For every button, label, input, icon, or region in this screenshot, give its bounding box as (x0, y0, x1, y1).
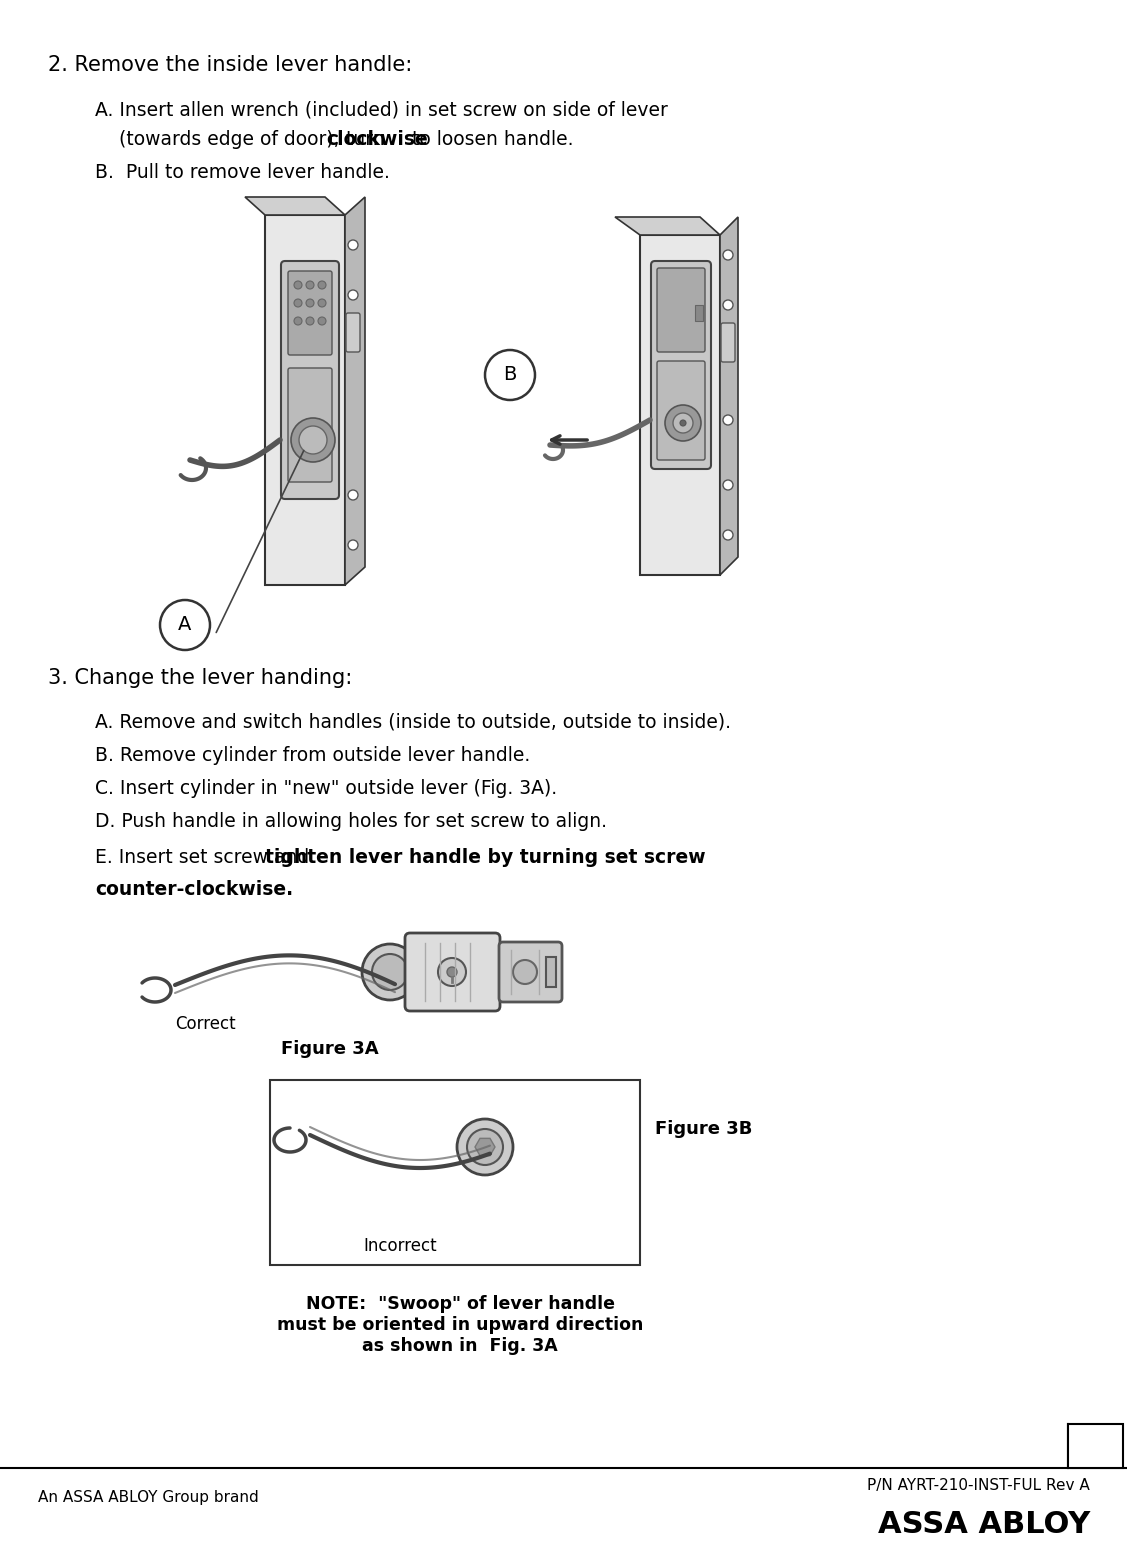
Polygon shape (720, 217, 738, 575)
Polygon shape (245, 197, 345, 215)
Text: 3. Change the lever handing:: 3. Change the lever handing: (48, 668, 353, 688)
Circle shape (318, 281, 326, 288)
Circle shape (724, 250, 733, 260)
Circle shape (724, 415, 733, 425)
Circle shape (294, 281, 302, 288)
FancyBboxPatch shape (289, 367, 332, 482)
Polygon shape (345, 197, 365, 584)
Text: tighten lever handle by turning set screw: tighten lever handle by turning set scre… (265, 848, 706, 866)
Text: Figure 3B: Figure 3B (655, 1121, 753, 1138)
FancyBboxPatch shape (405, 933, 500, 1011)
Circle shape (724, 530, 733, 539)
Circle shape (372, 953, 408, 990)
Text: C. Insert cylinder in "new" outside lever (Fig. 3A).: C. Insert cylinder in "new" outside leve… (95, 780, 557, 798)
Circle shape (348, 490, 358, 501)
Circle shape (294, 318, 302, 326)
Text: An ASSA ABLOY Group brand: An ASSA ABLOY Group brand (38, 1490, 259, 1505)
Text: D. Push handle in allowing holes for set screw to align.: D. Push handle in allowing holes for set… (95, 812, 607, 831)
Text: B. Remove cylinder from outside lever handle.: B. Remove cylinder from outside lever ha… (95, 746, 530, 766)
FancyBboxPatch shape (651, 260, 711, 470)
FancyBboxPatch shape (721, 322, 735, 363)
Text: NOTE:  "Swoop" of lever handle
must be oriented in upward direction
as shown in : NOTE: "Swoop" of lever handle must be or… (277, 1294, 644, 1355)
Text: B.  Pull to remove lever handle.: B. Pull to remove lever handle. (95, 163, 390, 181)
Text: Figure 3A: Figure 3A (282, 1040, 379, 1059)
Circle shape (447, 967, 458, 976)
FancyBboxPatch shape (289, 271, 332, 355)
Circle shape (458, 1119, 513, 1175)
Text: A. Insert allen wrench (included) in set screw on side of lever: A. Insert allen wrench (included) in set… (95, 101, 668, 119)
Circle shape (307, 281, 314, 288)
Text: A: A (178, 615, 192, 634)
Circle shape (348, 290, 358, 301)
Circle shape (318, 318, 326, 326)
Circle shape (665, 405, 701, 442)
Text: P/N AYRT-210-INST-FUL Rev A: P/N AYRT-210-INST-FUL Rev A (868, 1479, 1090, 1493)
Text: 2. Remove the inside lever handle:: 2. Remove the inside lever handle: (48, 54, 412, 74)
Circle shape (724, 480, 733, 490)
FancyBboxPatch shape (281, 260, 339, 499)
Circle shape (438, 958, 465, 986)
Text: Incorrect: Incorrect (363, 1237, 437, 1256)
Circle shape (348, 240, 358, 250)
Circle shape (513, 959, 536, 984)
Polygon shape (640, 236, 720, 575)
Circle shape (724, 301, 733, 310)
FancyBboxPatch shape (346, 313, 360, 352)
Circle shape (680, 420, 686, 426)
Text: to loosen handle.: to loosen handle. (406, 130, 574, 149)
FancyBboxPatch shape (1068, 1424, 1122, 1468)
Circle shape (291, 418, 335, 462)
Bar (695, 305, 703, 321)
Circle shape (348, 539, 358, 550)
Text: A. Remove and switch handles (inside to outside, outside to inside).: A. Remove and switch handles (inside to … (95, 713, 731, 732)
Circle shape (299, 426, 327, 454)
Circle shape (307, 299, 314, 307)
Circle shape (307, 318, 314, 326)
Circle shape (362, 944, 418, 1000)
FancyBboxPatch shape (657, 268, 706, 352)
Polygon shape (615, 217, 720, 236)
Text: (towards edge of door); turn: (towards edge of door); turn (95, 130, 391, 149)
Text: counter-clockwise.: counter-clockwise. (95, 880, 293, 899)
FancyBboxPatch shape (270, 1080, 640, 1265)
Circle shape (673, 412, 693, 432)
FancyBboxPatch shape (499, 942, 562, 1001)
Circle shape (294, 299, 302, 307)
Polygon shape (265, 215, 345, 584)
Circle shape (160, 600, 210, 649)
FancyBboxPatch shape (657, 361, 706, 460)
Text: 22: 22 (1081, 1435, 1109, 1455)
Bar (545, 956, 556, 987)
Text: ASSA ABLOY: ASSA ABLOY (878, 1510, 1090, 1539)
Text: Correct: Correct (175, 1015, 236, 1032)
Circle shape (485, 350, 535, 400)
Circle shape (318, 299, 326, 307)
Polygon shape (474, 1138, 495, 1156)
Text: E. Insert set screw and: E. Insert set screw and (95, 848, 316, 866)
Text: B: B (504, 366, 516, 384)
Circle shape (467, 1128, 503, 1166)
Text: clockwise: clockwise (327, 130, 428, 149)
